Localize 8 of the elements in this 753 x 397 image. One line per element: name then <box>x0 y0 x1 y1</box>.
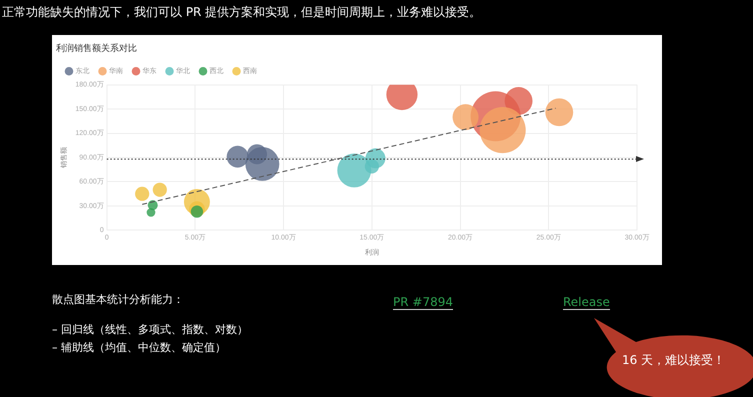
text: – 回归线（线性、多项式、指数、对数） <box>52 322 248 337</box>
text: 16 天，难以接受！ <box>622 352 726 369</box>
text: 正常功能缺失的情况下，我们可以 PR 提供方案和实现，但是时间周期上，业务难以接受。 <box>2 4 482 21</box>
text: PR #7894 <box>393 295 453 310</box>
text: Release <box>563 295 610 310</box>
text: – 辅助线（均值、中位数、确定值） <box>52 340 226 355</box>
chart-title: 利润销售额关系对比 <box>56 42 137 53</box>
text: 散点图基本统计分析能力： <box>52 292 184 307</box>
